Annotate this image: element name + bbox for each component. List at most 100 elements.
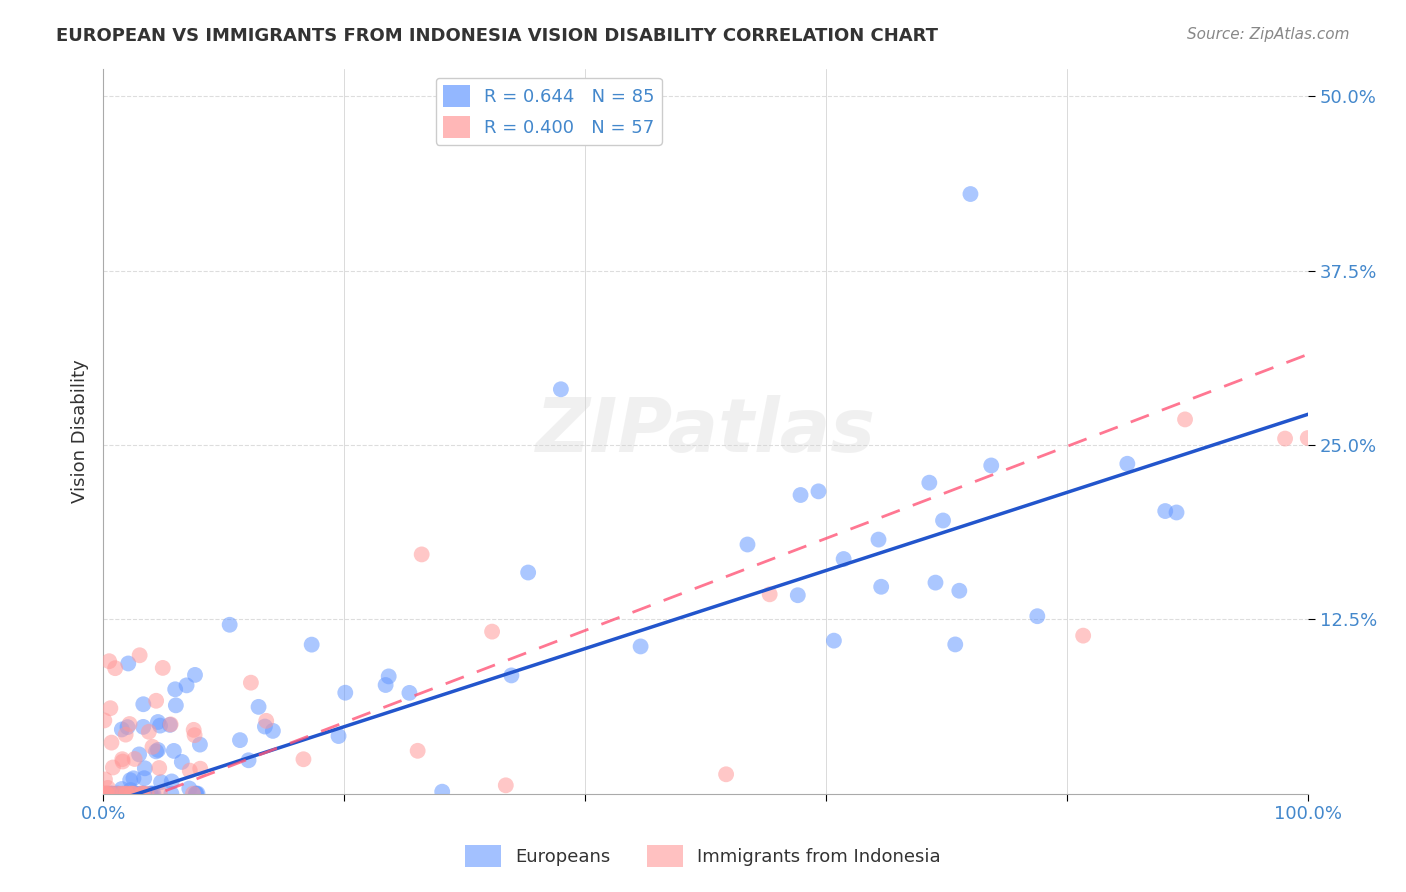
Point: [517, 566, 540, 580]
Point: [328, 729, 350, 743]
Point: [550, 382, 572, 396]
Point: [165, 682, 187, 697]
Point: [139, 787, 162, 801]
Point: [135, 787, 157, 801]
Point: [101, 760, 124, 774]
Point: [959, 187, 981, 202]
Point: [943, 637, 966, 651]
Point: [924, 575, 946, 590]
Point: [97, 787, 120, 801]
Point: [411, 548, 433, 562]
Point: [93, 787, 115, 801]
Point: [122, 772, 145, 786]
Point: [737, 537, 759, 551]
Point: [132, 787, 155, 801]
Point: [152, 661, 174, 675]
Point: [150, 775, 173, 789]
Point: [124, 787, 146, 801]
Point: [141, 739, 163, 754]
Point: [132, 697, 155, 711]
Point: [179, 764, 201, 778]
Y-axis label: Vision Disability: Vision Disability: [72, 359, 89, 503]
Point: [1071, 629, 1094, 643]
Point: [238, 753, 260, 767]
Point: [335, 686, 357, 700]
Point: [122, 787, 145, 801]
Point: [218, 617, 240, 632]
Point: [1296, 431, 1319, 445]
Point: [101, 787, 124, 801]
Legend: Europeans, Immigrants from Indonesia: Europeans, Immigrants from Indonesia: [458, 838, 948, 874]
Point: [124, 752, 146, 766]
Point: [807, 484, 830, 499]
Point: [184, 787, 207, 801]
Point: [159, 717, 181, 731]
Point: [105, 787, 128, 801]
Point: [630, 640, 652, 654]
Point: [789, 488, 811, 502]
Point: [110, 787, 132, 801]
Point: [111, 752, 134, 766]
Point: [181, 787, 204, 801]
Point: [111, 755, 134, 769]
Point: [1026, 609, 1049, 624]
Point: [239, 675, 262, 690]
Point: [114, 728, 136, 742]
Point: [948, 583, 970, 598]
Point: [105, 787, 128, 801]
Point: [1166, 506, 1188, 520]
Point: [120, 787, 142, 801]
Point: [104, 661, 127, 675]
Point: [146, 714, 169, 729]
Point: [97, 780, 120, 795]
Point: [134, 771, 156, 785]
Point: [163, 744, 186, 758]
Point: [98, 654, 121, 668]
Point: [132, 787, 155, 801]
Point: [145, 694, 167, 708]
Point: [145, 744, 167, 758]
Point: [870, 580, 893, 594]
Point: [96, 787, 118, 801]
Point: [495, 778, 517, 792]
Point: [301, 638, 323, 652]
Point: [183, 723, 205, 737]
Point: [374, 678, 396, 692]
Point: [120, 773, 142, 788]
Point: [254, 714, 277, 728]
Point: [94, 787, 117, 801]
Point: [1274, 432, 1296, 446]
Text: EUROPEAN VS IMMIGRANTS FROM INDONESIA VISION DISABILITY CORRELATION CHART: EUROPEAN VS IMMIGRANTS FROM INDONESIA VI…: [56, 27, 938, 45]
Point: [112, 787, 135, 801]
Point: [292, 752, 315, 766]
Point: [832, 552, 855, 566]
Point: [128, 787, 150, 801]
Point: [398, 686, 420, 700]
Point: [121, 787, 143, 801]
Point: [186, 787, 208, 801]
Point: [918, 475, 941, 490]
Point: [188, 762, 211, 776]
Text: ZIPatlas: ZIPatlas: [536, 394, 876, 467]
Point: [188, 738, 211, 752]
Point: [139, 787, 162, 801]
Point: [186, 787, 208, 801]
Point: [100, 701, 122, 715]
Point: [131, 787, 153, 801]
Point: [932, 514, 955, 528]
Point: [170, 755, 193, 769]
Point: [262, 723, 284, 738]
Point: [122, 787, 145, 801]
Point: [101, 787, 124, 801]
Point: [432, 785, 454, 799]
Point: [131, 787, 153, 801]
Point: [823, 633, 845, 648]
Point: [146, 743, 169, 757]
Point: [117, 657, 139, 671]
Point: [112, 787, 135, 801]
Point: [131, 787, 153, 801]
Point: [111, 782, 134, 797]
Point: [1116, 457, 1139, 471]
Point: [148, 761, 170, 775]
Point: [100, 787, 122, 801]
